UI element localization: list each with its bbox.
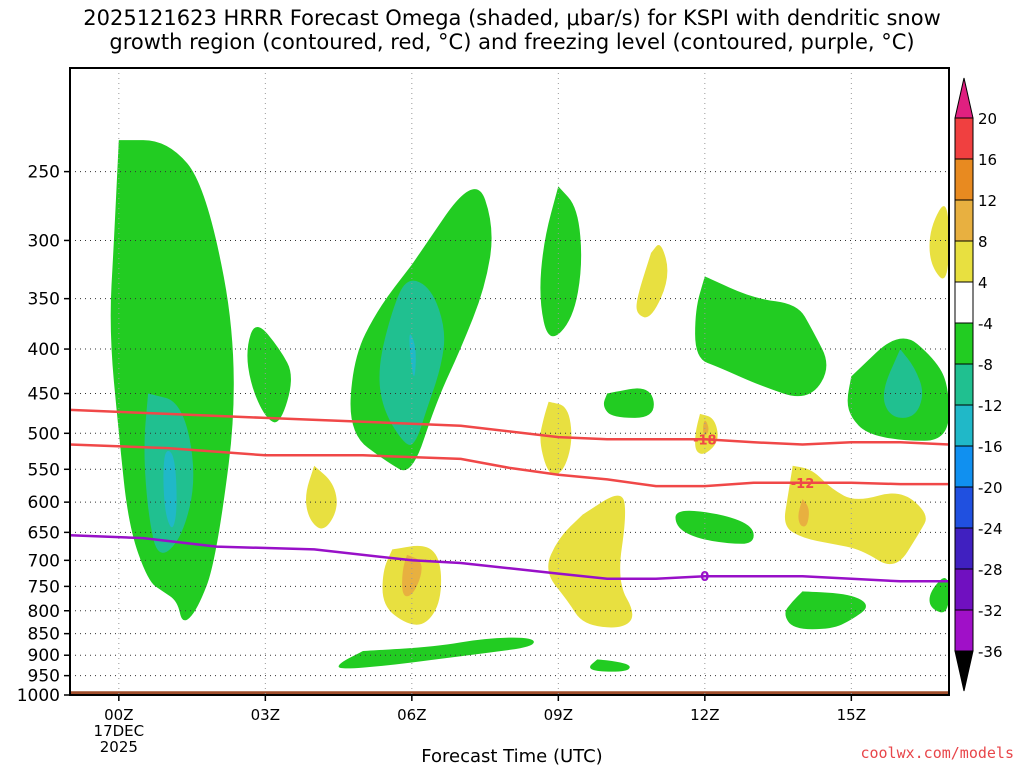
colorbar-segment-1 xyxy=(954,158,974,201)
y-tick-label-450: 450 xyxy=(28,385,60,405)
contour-line-2 xyxy=(70,534,949,583)
omega-region-16 xyxy=(929,577,949,613)
plot-border xyxy=(69,67,950,696)
contour-line-0 xyxy=(70,408,949,446)
colorbar-segment-0 xyxy=(954,117,974,160)
y-tick-label-350: 350 xyxy=(28,290,60,310)
omega-region-26 xyxy=(798,499,809,527)
colorbar-segment-12 xyxy=(954,609,974,652)
colorbar-segment-10 xyxy=(954,527,974,570)
colorbar-label-0: 20 xyxy=(978,110,997,128)
date-label-1: 2025 xyxy=(100,738,138,756)
y-tick-label-300: 300 xyxy=(28,231,60,251)
omega-region-19 xyxy=(540,401,572,475)
omega-region-18 xyxy=(636,245,668,318)
colorbar-segment-6 xyxy=(954,363,974,406)
title-line-2: growth region (contoured, red, °C) and f… xyxy=(109,30,915,54)
contour-lines: -18 -12 0 xyxy=(70,408,949,585)
colorbar-top-arrow xyxy=(954,77,974,119)
colorbar-segment-2 xyxy=(954,199,974,242)
colorbar-label-12: -32 xyxy=(978,602,1003,620)
omega-region-10 xyxy=(883,349,923,418)
colorbar-label-4: 4 xyxy=(978,274,988,292)
colorbar-label-3: 8 xyxy=(978,233,988,251)
omega-region-12 xyxy=(675,510,754,544)
y-tick-label-400: 400 xyxy=(28,340,60,360)
y-tick-label-950: 950 xyxy=(28,667,60,687)
y-tick-label-750: 750 xyxy=(28,577,60,597)
colorbar-label-6: -8 xyxy=(978,356,993,374)
omega-region-21 xyxy=(306,465,337,529)
omega-region-27 xyxy=(703,420,709,436)
colorbar: 20 16 12 8 4 -4 -8 -12 -16 -20 -24 -28 -32 -36 xyxy=(954,77,1003,692)
x-tick-label-12: 12Z xyxy=(690,706,719,724)
y-tick-label-250: 250 xyxy=(28,163,60,183)
omega-region-28 xyxy=(70,691,949,695)
omega-region-23 xyxy=(784,465,926,565)
x-tick-label-3: 03Z xyxy=(251,706,280,724)
colorbar-label-2: 12 xyxy=(978,192,997,210)
plot-frame xyxy=(69,67,950,696)
colorbar-label-10: -24 xyxy=(978,520,1003,538)
y-tick-label-800: 800 xyxy=(28,602,60,622)
contour-line-1 xyxy=(70,443,949,488)
y-tick-label-850: 850 xyxy=(28,625,60,645)
omega-region-6 xyxy=(409,334,416,377)
y-tick-label-600: 600 xyxy=(28,493,60,513)
omega-region-17 xyxy=(929,206,949,279)
colorbar-segment-4 xyxy=(954,281,974,324)
y-tick-label-700: 700 xyxy=(28,551,60,571)
x-tick-label-6: 06Z xyxy=(397,706,426,724)
omega-region-2 xyxy=(163,450,177,528)
contour-label-0: -18 xyxy=(693,433,717,448)
y-axis: 2503003504004505005506006507007508008509… xyxy=(17,163,70,706)
omega-region-25 xyxy=(402,554,422,597)
x-tick-label-15: 15Z xyxy=(837,706,866,724)
contour-label-2: 0 xyxy=(700,570,709,585)
colorbar-segment-5 xyxy=(954,322,974,365)
title-line-1: 2025121623 HRRR Forecast Omega (shaded, … xyxy=(83,6,941,30)
omega-shading xyxy=(70,140,949,695)
y-tick-label-550: 550 xyxy=(28,460,60,480)
omega-region-22 xyxy=(548,495,633,628)
credit-link[interactable]: coolwx.com/models xyxy=(860,744,1014,762)
colorbar-label-7: -12 xyxy=(978,397,1003,415)
omega-region-0 xyxy=(110,140,234,621)
date-label-0: 17DEC xyxy=(94,722,145,740)
colorbar-segment-8 xyxy=(954,445,974,488)
colorbar-segment-3 xyxy=(954,240,974,283)
colorbar-bottom-arrow xyxy=(954,650,974,692)
colorbar-label-9: -20 xyxy=(978,479,1003,497)
y-tick-label-500: 500 xyxy=(28,424,60,444)
colorbar-label-5: -4 xyxy=(978,315,993,333)
colorbar-label-8: -16 xyxy=(978,438,1003,456)
omega-region-15 xyxy=(590,659,630,672)
y-tick-label-1000: 1000 xyxy=(17,686,60,706)
y-tick-label-650: 650 xyxy=(28,523,60,543)
omega-region-7 xyxy=(540,186,582,337)
x-axis-label: Forecast Time (UTC) xyxy=(421,746,603,767)
omega-region-14 xyxy=(338,637,534,669)
colorbar-segment-9 xyxy=(954,486,974,529)
x-tick-label-0: 00Z xyxy=(104,706,133,724)
contour-label-1: -12 xyxy=(791,477,815,492)
colorbar-label-1: 16 xyxy=(978,151,997,169)
omega-region-8 xyxy=(695,276,827,397)
chart-title: 2025121623 HRRR Forecast Omega (shaded, … xyxy=(0,6,1024,54)
omega-region-3 xyxy=(247,326,291,423)
y-tick-label-900: 900 xyxy=(28,646,60,666)
colorbar-label-13: -36 xyxy=(978,643,1003,661)
colorbar-segment-11 xyxy=(954,568,974,611)
x-tick-label-9: 09Z xyxy=(544,706,573,724)
colorbar-segment-7 xyxy=(954,404,974,447)
colorbar-label-11: -28 xyxy=(978,561,1003,579)
omega-region-11 xyxy=(603,388,654,418)
